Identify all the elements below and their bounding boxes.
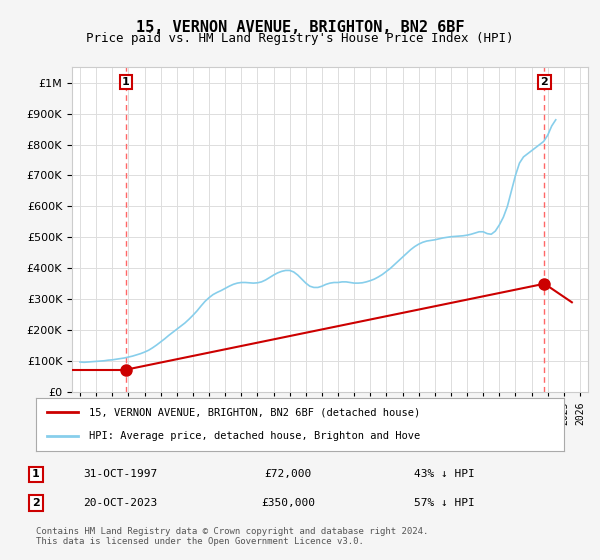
Text: 43% ↓ HPI: 43% ↓ HPI [413, 469, 475, 479]
Text: HPI: Average price, detached house, Brighton and Hove: HPI: Average price, detached house, Brig… [89, 431, 420, 441]
Text: 20-OCT-2023: 20-OCT-2023 [83, 498, 157, 508]
Text: 31-OCT-1997: 31-OCT-1997 [83, 469, 157, 479]
Text: Contains HM Land Registry data © Crown copyright and database right 2024.
This d: Contains HM Land Registry data © Crown c… [36, 526, 428, 546]
Text: 1: 1 [32, 469, 40, 479]
Text: 15, VERNON AVENUE, BRIGHTON, BN2 6BF (detached house): 15, VERNON AVENUE, BRIGHTON, BN2 6BF (de… [89, 408, 420, 418]
Text: 57% ↓ HPI: 57% ↓ HPI [413, 498, 475, 508]
Text: 2: 2 [32, 498, 40, 508]
Text: £72,000: £72,000 [265, 469, 311, 479]
Text: 1: 1 [122, 77, 130, 87]
Text: £350,000: £350,000 [261, 498, 315, 508]
Text: 2: 2 [541, 77, 548, 87]
Text: Price paid vs. HM Land Registry's House Price Index (HPI): Price paid vs. HM Land Registry's House … [86, 32, 514, 45]
Text: 15, VERNON AVENUE, BRIGHTON, BN2 6BF: 15, VERNON AVENUE, BRIGHTON, BN2 6BF [136, 20, 464, 35]
